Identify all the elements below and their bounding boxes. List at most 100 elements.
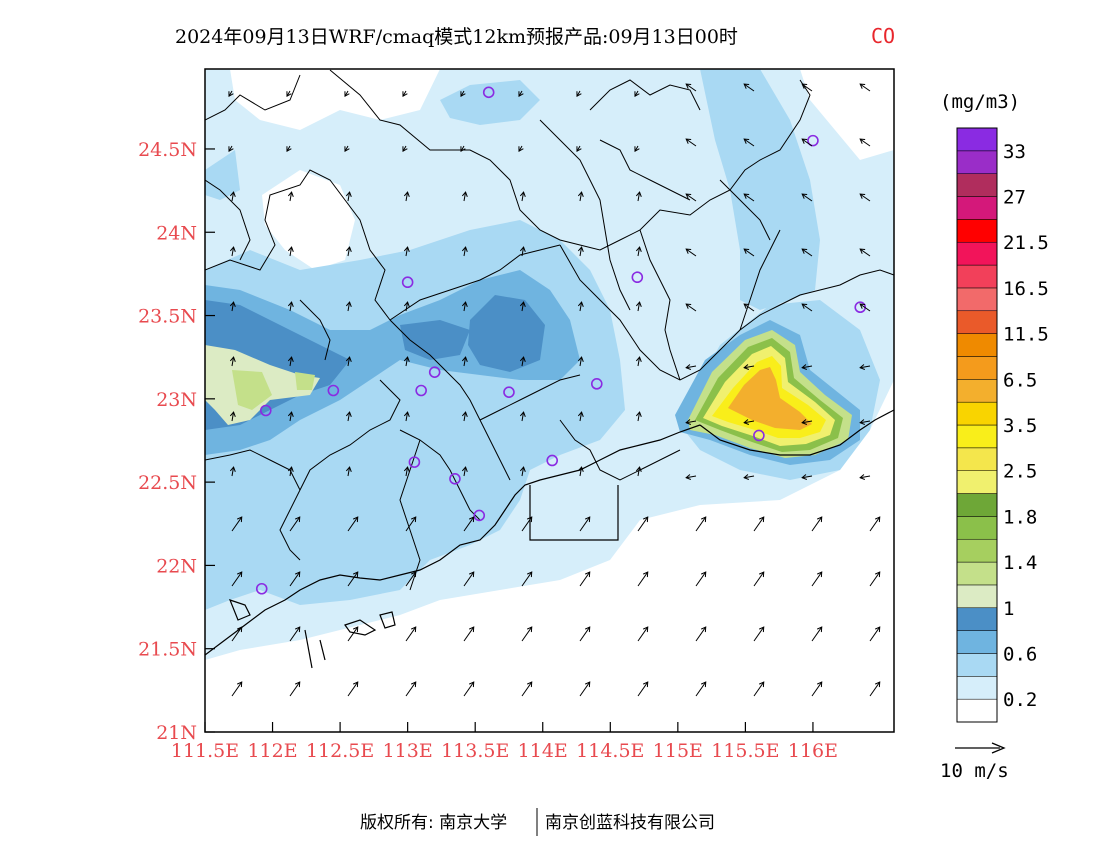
wind-arrow	[460, 90, 466, 98]
colorbar-swatch	[956, 698, 998, 723]
wind-arrow	[811, 626, 823, 642]
wind-arrow	[521, 626, 533, 642]
colorbar-label: 3.5	[1003, 415, 1037, 437]
wind-arrow	[743, 303, 755, 312]
wind-arrow	[811, 681, 823, 697]
wind-arrow	[685, 419, 697, 425]
wind-arrow	[229, 301, 236, 312]
wind-arrow	[405, 681, 417, 697]
wind-arrow	[743, 419, 755, 425]
wind-arrow	[859, 419, 871, 425]
wind-arrow	[405, 571, 417, 587]
station-marker	[590, 378, 603, 390]
colorbar-unit: (mg/m3)	[940, 91, 1020, 113]
wind-arrow	[801, 248, 813, 257]
colorbar-label: 0.2	[1003, 689, 1037, 711]
wind-arrow	[577, 191, 584, 202]
wind-arrow	[347, 681, 359, 697]
wind-arrow	[463, 681, 475, 697]
wind-arrow	[859, 138, 871, 147]
monitoring-stations	[255, 86, 867, 595]
wind-legend-arrowhead	[991, 742, 1006, 754]
wind-vector-field	[228, 83, 881, 697]
wind-arrow	[685, 193, 697, 202]
wind-arrow	[345, 301, 352, 312]
co-hotspot-6.5	[728, 367, 812, 430]
wind-arrow	[811, 516, 823, 532]
co-band-1.8-green-west	[232, 370, 272, 410]
wind-arrow	[635, 301, 642, 312]
wind-arrow	[519, 191, 526, 202]
colorbar-swatch	[956, 630, 998, 654]
colorbar-swatch	[956, 516, 998, 540]
wind-arrow	[344, 145, 350, 153]
wind-arrow	[576, 145, 582, 153]
wind-arrow	[634, 90, 640, 98]
colorbar-swatch	[956, 241, 998, 266]
wind-arrow	[801, 138, 813, 147]
wind-arrow	[859, 364, 871, 370]
co-band-0.6-east-strip	[700, 69, 820, 310]
colorbar-swatch	[956, 493, 998, 517]
wind-arrow	[869, 681, 881, 697]
station-marker	[631, 271, 644, 284]
wind-arrow	[345, 411, 352, 422]
x-tick-label: 114.5E	[576, 740, 644, 762]
x-tick-label: 116E	[788, 740, 838, 762]
wind-arrow	[461, 356, 468, 367]
wind-arrow	[579, 571, 591, 587]
station-marker	[415, 384, 427, 397]
wind-arrow	[287, 356, 294, 367]
wind-arrow	[637, 681, 649, 697]
colorbar-swatch	[956, 310, 998, 334]
station-marker	[327, 384, 340, 397]
wind-arrow	[463, 516, 475, 532]
wind-arrow	[743, 248, 755, 257]
colorbar-swatch	[956, 196, 998, 220]
wind-arrow	[579, 626, 591, 642]
wind-arrow	[405, 516, 417, 532]
wind-arrow	[231, 516, 243, 532]
wind-arrow	[579, 681, 591, 697]
station-marker	[449, 472, 461, 485]
wind-arrow	[461, 301, 468, 312]
wind-arrow	[637, 626, 649, 642]
wind-arrow	[518, 145, 524, 153]
colorbar-swatch	[956, 561, 998, 586]
station-marker	[546, 454, 559, 467]
x-tick-label: 111.5E	[171, 740, 239, 762]
wind-arrow	[801, 193, 813, 202]
wind-arrow	[287, 191, 294, 202]
wind-arrow	[345, 246, 352, 257]
x-tick-label: 112E	[247, 740, 297, 762]
coastline	[205, 409, 894, 669]
wind-arrow	[403, 466, 410, 477]
wind-arrow	[403, 301, 410, 312]
wind-arrow	[695, 571, 707, 587]
colorbar-swatch	[956, 356, 998, 380]
colorbar-swatch	[956, 379, 998, 403]
wind-arrow	[743, 193, 755, 202]
co-band-0.6-sw	[205, 150, 240, 200]
y-tick-label: 24.5N	[138, 139, 197, 161]
co-band-1.8-green-west-b	[295, 372, 315, 390]
colorbar-label: 2.5	[1003, 461, 1037, 483]
wind-arrow	[859, 474, 871, 480]
station-marker	[503, 386, 515, 398]
station-marker	[807, 134, 819, 147]
wind-arrow	[461, 411, 468, 422]
wind-arrow	[634, 145, 640, 153]
wind-arrow	[345, 191, 352, 202]
colorbar-swatch	[956, 424, 998, 449]
y-tick-label: 22.5N	[138, 472, 197, 494]
wind-arrow	[637, 571, 649, 587]
x-tick-label: 115E	[653, 740, 703, 762]
co-band-0-northeast	[800, 69, 894, 160]
wind-arrow	[521, 571, 533, 587]
wind-arrow	[577, 246, 584, 257]
wind-arrow	[229, 411, 236, 422]
wind-arrow	[231, 681, 243, 697]
wind-legend: 10 m/s	[940, 742, 1009, 782]
wind-arrow	[859, 193, 871, 202]
co-band-1.4-mid	[400, 320, 470, 360]
